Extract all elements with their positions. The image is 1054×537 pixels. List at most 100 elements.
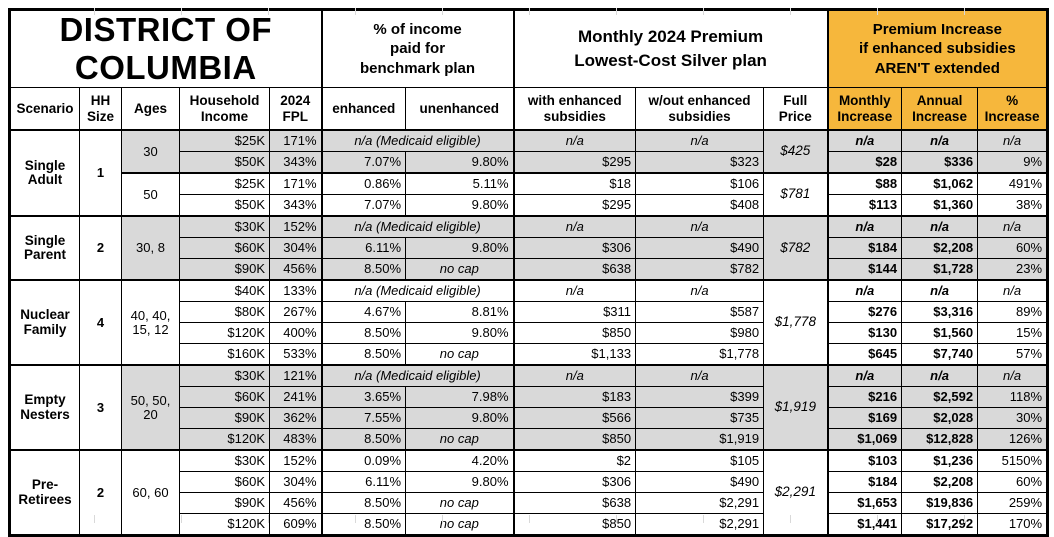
- fpl-cell: 267%: [268, 301, 323, 324]
- pct-increase-cell: 57%: [977, 343, 1049, 366]
- fpl-cell: 171%: [268, 172, 323, 196]
- page-title: DISTRICT OF COLUMBIA: [8, 9, 323, 88]
- unenhanced-cell: 9.80%: [405, 194, 515, 217]
- monthly-increase-cell: n/a: [826, 279, 903, 303]
- full-price-cell: $1,919: [763, 364, 829, 451]
- wout-subsidies-cell: $399: [635, 386, 765, 409]
- full-price-header: Full Price: [763, 86, 829, 132]
- annual-increase-cell: $12,828: [901, 428, 979, 451]
- enhanced-cell: 7.07%: [320, 151, 407, 174]
- with-subsidies-cell: $638: [512, 492, 637, 515]
- enhanced-cell: 0.09%: [320, 449, 407, 473]
- monthly-increase-cell: $169: [826, 407, 903, 430]
- monthly-increase-cell: n/a: [826, 364, 903, 388]
- medicaid-cell: n/a (Medicaid eligible): [320, 215, 515, 239]
- premium-increase-group-header: Premium Increase if enhanced subsidies A…: [826, 9, 1049, 88]
- unenhanced-cell: 4.20%: [405, 449, 515, 473]
- with-subsidies-cell: $295: [512, 194, 637, 217]
- wout-subsidies-cell: $587: [635, 301, 765, 324]
- pct-increase-cell: 60%: [977, 471, 1049, 494]
- with-subsidies-cell: $311: [512, 301, 637, 324]
- enhanced-cell: 7.55%: [320, 407, 407, 430]
- annual-increase-cell: n/a: [901, 279, 979, 303]
- monthly-premium-group-header: Monthly 2024 Premium Lowest-Cost Silver …: [512, 9, 829, 88]
- with-subsidies-cell: n/a: [512, 215, 637, 239]
- ages-cell: 60, 60: [121, 449, 180, 537]
- ages-header: Ages: [121, 86, 180, 132]
- annual-increase-cell: $1,360: [901, 194, 979, 217]
- annual-increase-cell: $2,208: [901, 237, 979, 260]
- income-cell: $25K: [179, 172, 270, 196]
- wout-subsidies-header: w/out enhanced subsidies: [635, 86, 765, 132]
- income-cell: $60K: [179, 386, 270, 409]
- monthly-increase-cell: $216: [826, 386, 903, 409]
- annual-increase-cell: $1,236: [901, 449, 979, 473]
- hh-size-cell: 3: [79, 364, 122, 451]
- scenario-cell: Empty Nesters: [9, 364, 80, 451]
- household-income-header: Household Income: [179, 86, 270, 132]
- unenhanced-cell: 9.80%: [405, 471, 515, 494]
- fpl-cell: 304%: [268, 471, 323, 494]
- unenhanced-cell: 9.80%: [405, 237, 515, 260]
- pct-increase-cell: 30%: [977, 407, 1049, 430]
- full-price-cell: $2,291: [763, 449, 829, 537]
- with-subsidies-cell: $306: [512, 471, 637, 494]
- annual-increase-cell: $1,728: [901, 258, 979, 281]
- pct-increase-cell: 5150%: [977, 449, 1049, 473]
- fpl-cell: 171%: [268, 129, 323, 153]
- monthly-increase-header: Monthly Increase: [826, 86, 903, 132]
- fpl-cell: 362%: [268, 407, 323, 430]
- wout-subsidies-cell: n/a: [635, 279, 765, 303]
- wout-subsidies-cell: $735: [635, 407, 765, 430]
- annual-increase-cell: $336: [901, 151, 979, 174]
- with-subsidies-cell: $566: [512, 407, 637, 430]
- annual-increase-cell: n/a: [901, 129, 979, 153]
- pct-increase-cell: 491%: [977, 172, 1049, 196]
- hh-size-cell: 1: [79, 129, 122, 217]
- income-cell: $50K: [179, 151, 270, 174]
- with-subsidies-cell: $18: [512, 172, 637, 196]
- medicaid-cell: n/a (Medicaid eligible): [320, 129, 515, 153]
- income-cell: $30K: [179, 215, 270, 239]
- pct-increase-cell: 60%: [977, 237, 1049, 260]
- with-subsidies-cell: $2: [512, 449, 637, 473]
- income-cell: $25K: [179, 129, 270, 153]
- unenhanced-cell: 9.80%: [405, 407, 515, 430]
- monthly-increase-cell: $144: [826, 258, 903, 281]
- monthly-increase-cell: $113: [826, 194, 903, 217]
- with-subsidies-cell: n/a: [512, 279, 637, 303]
- fpl-cell: 121%: [268, 364, 323, 388]
- monthly-increase-cell: $130: [826, 322, 903, 345]
- income-cell: $30K: [179, 449, 270, 473]
- pct-increase-cell: 126%: [977, 428, 1049, 451]
- wout-subsidies-cell: $490: [635, 237, 765, 260]
- enhanced-cell: 8.50%: [320, 492, 407, 515]
- annual-increase-cell: $1,560: [901, 322, 979, 345]
- scenario-cell: Single Parent: [9, 215, 80, 281]
- wout-subsidies-cell: $323: [635, 151, 765, 174]
- wout-subsidies-cell: $980: [635, 322, 765, 345]
- enhanced-cell: 6.11%: [320, 471, 407, 494]
- hh-size-cell: 2: [79, 215, 122, 281]
- monthly-increase-cell: $645: [826, 343, 903, 366]
- with-subsidies-cell: $183: [512, 386, 637, 409]
- scenario-header: Scenario: [9, 86, 80, 132]
- unenhanced-cell: no cap: [405, 343, 515, 366]
- fpl-header: 2024 FPL: [268, 86, 323, 132]
- pct-increase-cell: 15%: [977, 322, 1049, 345]
- premium-comparison-table: DISTRICT OF COLUMBIA % of income paid fo…: [8, 8, 1050, 537]
- enhanced-header: enhanced: [320, 86, 407, 132]
- with-subsidies-header: with enhanced subsidies: [512, 86, 637, 132]
- wout-subsidies-cell: $105: [635, 449, 765, 473]
- monthly-increase-cell: $103: [826, 449, 903, 473]
- with-subsidies-cell: $295: [512, 151, 637, 174]
- wout-subsidies-cell: $490: [635, 471, 765, 494]
- pct-increase-header: % Increase: [977, 86, 1049, 132]
- with-subsidies-cell: $850: [512, 322, 637, 345]
- annual-increase-cell: $3,316: [901, 301, 979, 324]
- fpl-cell: 152%: [268, 449, 323, 473]
- full-price-cell: $1,778: [763, 279, 829, 366]
- enhanced-cell: 7.07%: [320, 194, 407, 217]
- annual-increase-header: Annual Increase: [901, 86, 979, 132]
- annual-increase-cell: $7,740: [901, 343, 979, 366]
